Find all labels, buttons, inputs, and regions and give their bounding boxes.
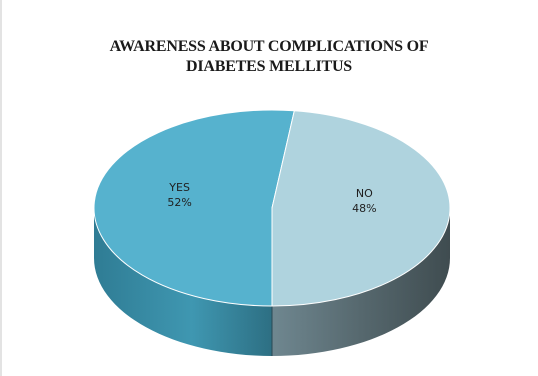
pie-root: YES 52% NO 48% (93, 109, 451, 356)
pie-side-yes (94, 208, 272, 356)
pie-label-yes: YES (168, 181, 190, 194)
pie-percent-yes: 52% (167, 196, 191, 209)
pie-side-no (272, 208, 450, 356)
chart-title-line-1: AWARENESS ABOUT COMPLICATIONS OF (109, 38, 429, 55)
chart-title: AWARENESS ABOUT COMPLICATIONS OF DIABETE… (0, 37, 538, 77)
pie-slice-no (271, 110, 451, 307)
chart-title-line-2: DIABETES MELLITUS (186, 58, 352, 75)
pie-slice-yes (93, 109, 295, 307)
pie-label-no: NO (356, 187, 373, 200)
left-border-rule (0, 0, 2, 376)
pie-percent-no: 48% (352, 202, 376, 215)
